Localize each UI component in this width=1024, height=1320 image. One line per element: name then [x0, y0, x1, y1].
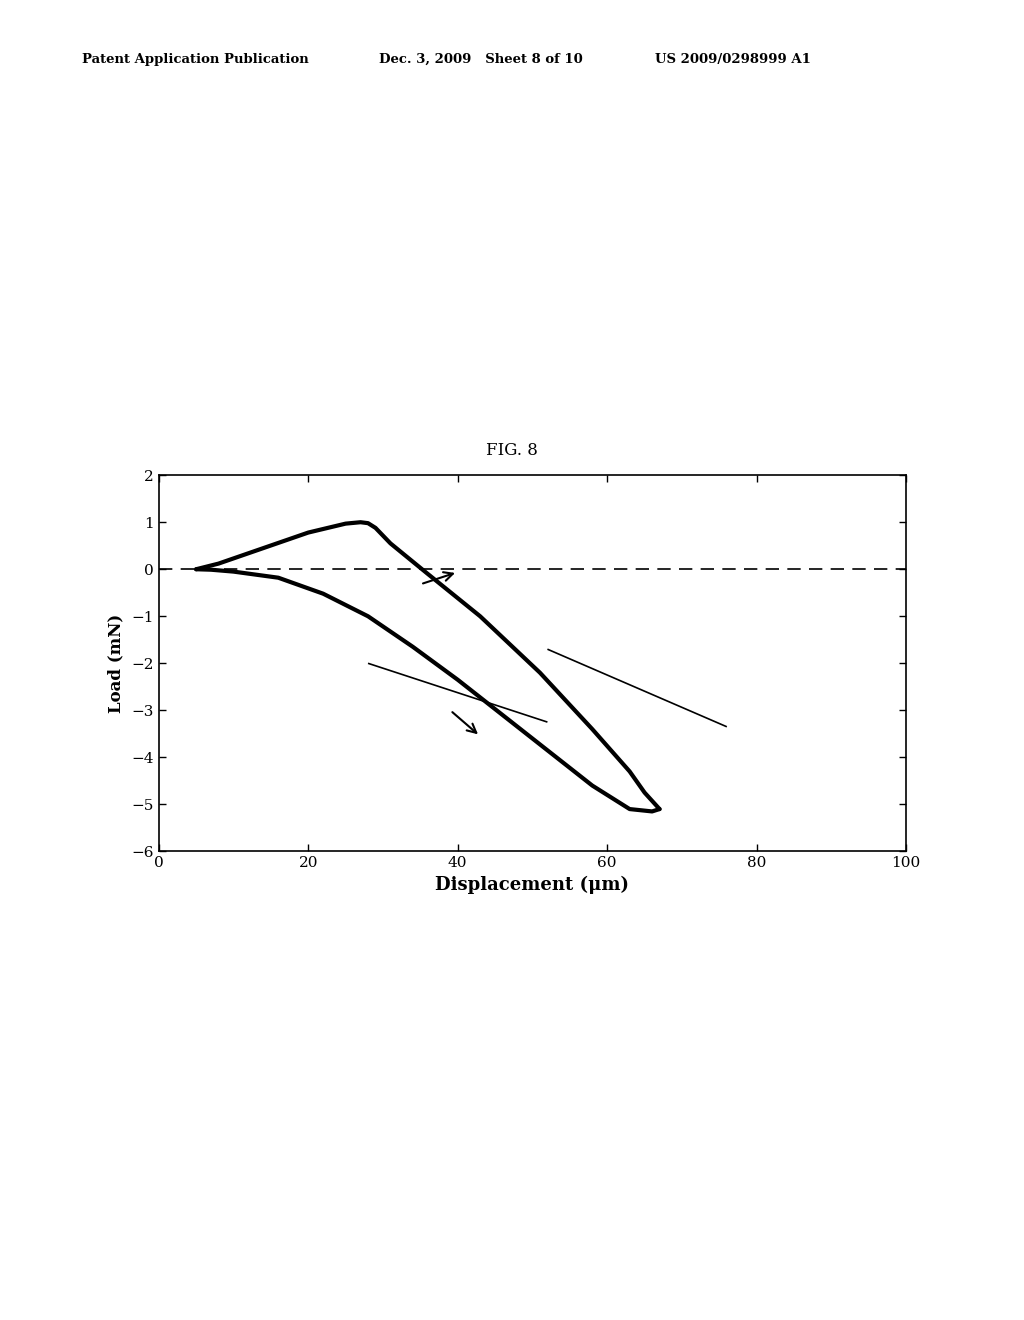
- Text: FIG. 8: FIG. 8: [486, 442, 538, 459]
- Text: Patent Application Publication: Patent Application Publication: [82, 53, 308, 66]
- Text: Dec. 3, 2009   Sheet 8 of 10: Dec. 3, 2009 Sheet 8 of 10: [379, 53, 583, 66]
- Y-axis label: Load (mN): Load (mN): [108, 614, 124, 713]
- X-axis label: Displacement (μm): Displacement (μm): [435, 875, 630, 894]
- Text: US 2009/0298999 A1: US 2009/0298999 A1: [655, 53, 811, 66]
